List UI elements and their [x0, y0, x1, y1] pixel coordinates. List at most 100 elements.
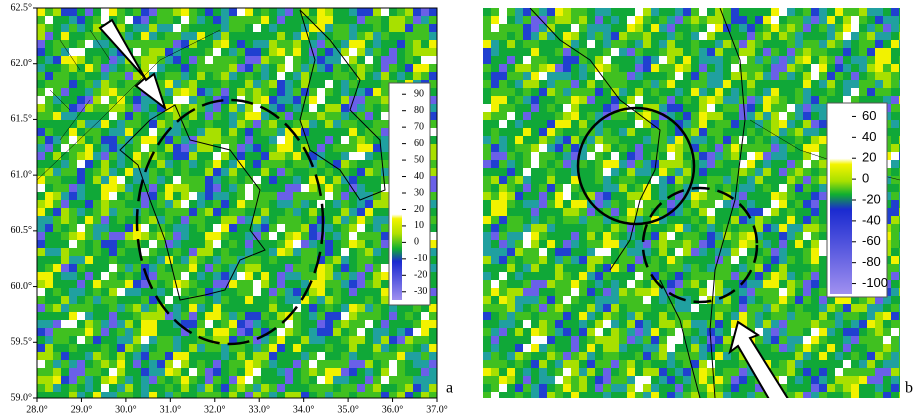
texture-cell	[165, 24, 174, 33]
texture-cell	[507, 104, 516, 113]
texture-cell	[675, 224, 684, 233]
texture-cell	[365, 344, 374, 353]
texture-cell	[771, 64, 780, 73]
texture-cell	[253, 224, 262, 233]
texture-cell	[651, 304, 660, 313]
texture-cell	[851, 376, 860, 385]
texture-cell	[229, 8, 238, 17]
texture-cell	[699, 24, 708, 33]
texture-cell	[819, 256, 828, 265]
texture-cell	[165, 296, 174, 305]
texture-cell	[285, 272, 294, 281]
texture-cell	[539, 40, 548, 49]
texture-cell	[317, 32, 326, 41]
texture-cell	[563, 96, 572, 105]
texture-cell	[293, 392, 302, 401]
texture-cell	[819, 104, 828, 113]
texture-cell	[237, 80, 246, 89]
texture-cell	[245, 352, 254, 361]
texture-cell	[341, 152, 350, 161]
texture-cell	[125, 120, 134, 129]
texture-cell	[667, 264, 676, 273]
texture-cell	[851, 328, 860, 337]
texture-cell	[483, 384, 492, 393]
texture-cell	[691, 224, 700, 233]
texture-cell	[101, 168, 110, 177]
texture-cell	[181, 192, 190, 201]
texture-cell	[571, 384, 580, 393]
texture-cell	[499, 392, 508, 401]
texture-cell	[37, 152, 46, 161]
texture-cell	[301, 264, 310, 273]
texture-cell	[675, 112, 684, 121]
texture-cell	[317, 48, 326, 57]
texture-cell	[173, 128, 182, 137]
texture-cell	[245, 360, 254, 369]
texture-cell	[739, 256, 748, 265]
texture-cell	[61, 296, 70, 305]
texture-cell	[429, 320, 438, 329]
texture-cell	[499, 112, 508, 121]
texture-cell	[117, 272, 126, 281]
texture-cell	[237, 200, 246, 209]
texture-cell	[165, 360, 174, 369]
texture-cell	[37, 328, 46, 337]
texture-cell	[341, 256, 350, 265]
texture-cell	[795, 264, 804, 273]
texture-cell	[507, 56, 516, 65]
texture-cell	[635, 392, 644, 401]
texture-cell	[787, 176, 796, 185]
texture-cell	[293, 216, 302, 225]
texture-cell	[157, 312, 166, 321]
texture-cell	[397, 328, 406, 337]
texture-cell	[205, 56, 214, 65]
texture-cell	[795, 16, 804, 25]
texture-cell	[365, 336, 374, 345]
texture-cell	[181, 144, 190, 153]
texture-cell	[261, 24, 270, 33]
texture-cell	[507, 264, 516, 273]
texture-cell	[277, 240, 286, 249]
texture-cell	[547, 136, 556, 145]
texture-cell	[37, 224, 46, 233]
texture-cell	[277, 368, 286, 377]
texture-cell	[819, 384, 828, 393]
texture-cell	[491, 96, 500, 105]
texture-cell	[37, 256, 46, 265]
texture-cell	[491, 168, 500, 177]
texture-cell	[659, 120, 668, 129]
texture-cell	[787, 280, 796, 289]
texture-cell	[157, 288, 166, 297]
texture-cell	[365, 64, 374, 73]
texture-cell	[891, 64, 900, 73]
texture-cell	[891, 208, 900, 217]
texture-cell	[507, 48, 516, 57]
texture-cell	[317, 288, 326, 297]
texture-cell	[611, 288, 620, 297]
texture-cell	[883, 328, 892, 337]
texture-cell	[539, 88, 548, 97]
texture-cell	[555, 96, 564, 105]
texture-cell	[819, 128, 828, 137]
texture-cell	[333, 264, 342, 273]
texture-cell	[555, 376, 564, 385]
texture-cell	[61, 312, 70, 321]
texture-cell	[157, 344, 166, 353]
texture-cell	[333, 272, 342, 281]
texture-cell	[109, 8, 118, 17]
texture-cell	[237, 368, 246, 377]
texture-cell	[539, 48, 548, 57]
texture-cell	[483, 40, 492, 49]
texture-cell	[723, 24, 732, 33]
texture-cell	[699, 256, 708, 265]
texture-cell	[213, 160, 222, 169]
texture-cell	[365, 40, 374, 49]
texture-cell	[93, 232, 102, 241]
texture-cell	[213, 216, 222, 225]
texture-cell	[61, 160, 70, 169]
texture-cell	[795, 304, 804, 313]
texture-cell	[221, 80, 230, 89]
texture-cell	[269, 96, 278, 105]
texture-cell	[117, 336, 126, 345]
texture-cell	[763, 112, 772, 121]
